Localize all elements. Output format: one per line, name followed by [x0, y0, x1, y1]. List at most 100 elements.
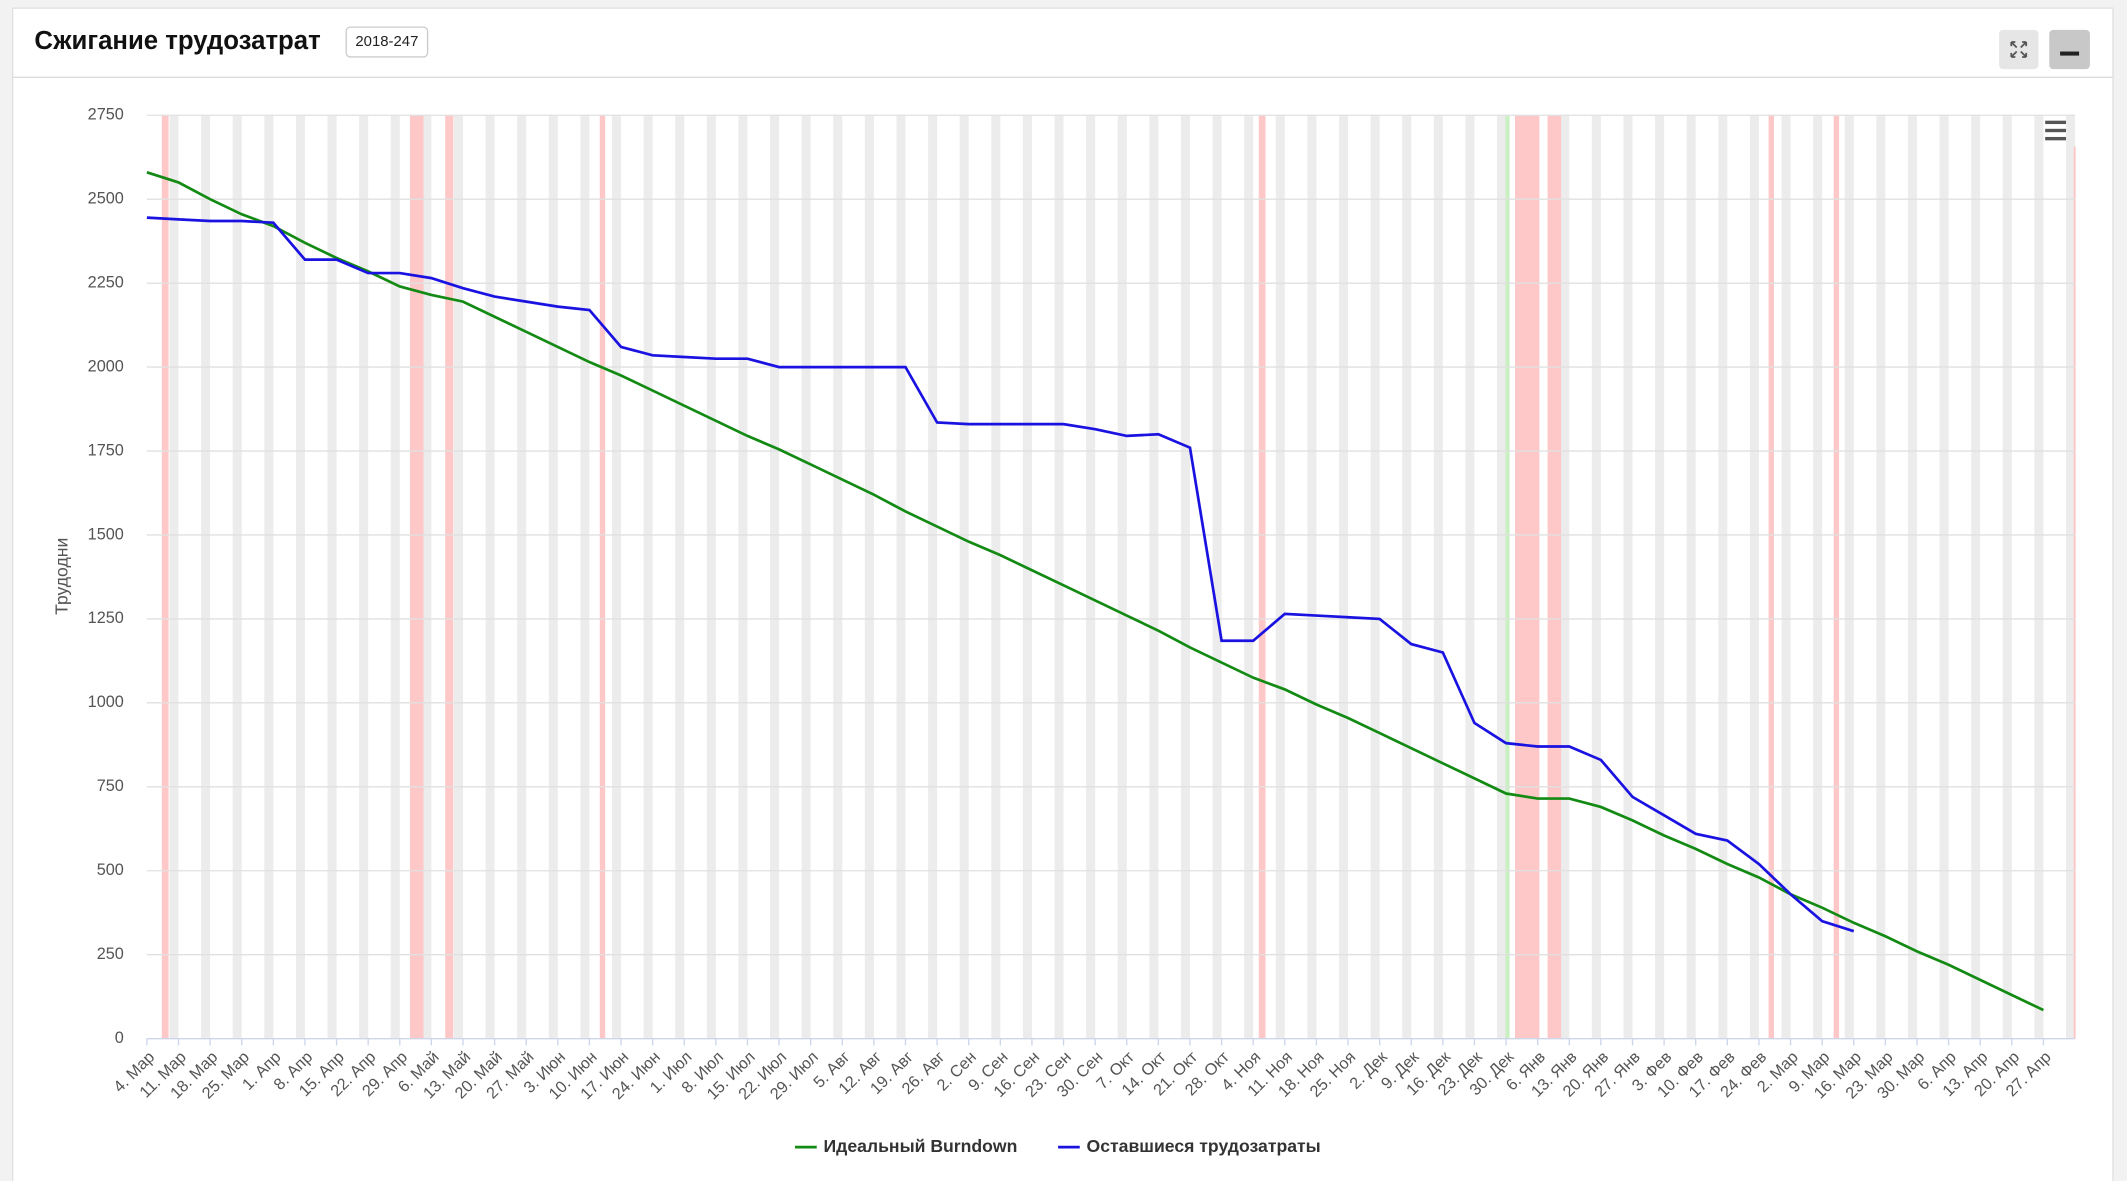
weekend-band — [1149, 115, 1159, 1039]
weekend-band — [706, 115, 716, 1039]
minimize-button-bg[interactable] — [2049, 29, 2090, 70]
weekend-band — [1876, 115, 1886, 1039]
weekend-band — [1212, 115, 1222, 1039]
weekend-band — [1497, 115, 1507, 1039]
weekend-band — [1813, 115, 1823, 1039]
weekend-band — [959, 115, 969, 1039]
legend-label: Идеальный Burndown — [824, 1136, 1018, 1156]
y-axis-title: Трудодни — [51, 538, 71, 615]
y-tick-label: 0 — [115, 1029, 124, 1047]
weekend-band — [833, 115, 843, 1039]
weekend-band — [643, 115, 653, 1039]
panel-title: Сжигание трудозатрат — [34, 27, 320, 55]
menu-bar[interactable] — [2045, 128, 2073, 133]
expand-button[interactable] — [1999, 29, 2039, 70]
weekend-band — [738, 115, 748, 1039]
menu-bar[interactable] — [2045, 136, 2073, 141]
weekend-band — [327, 115, 337, 1039]
minimize-icon[interactable] — [2060, 51, 2080, 56]
weekend-band — [1307, 115, 1317, 1039]
weekend-band — [1844, 115, 1854, 1039]
weekend-band — [801, 115, 811, 1039]
weekend-band — [422, 115, 432, 1039]
expand-button-bg[interactable] — [1999, 29, 2039, 70]
y-tick-label: 2500 — [88, 189, 124, 207]
weekend-band — [928, 115, 938, 1039]
y-tick-label: 1750 — [88, 441, 124, 459]
weekend-band — [1781, 115, 1791, 1039]
weekend-band — [264, 115, 274, 1039]
holiday-band — [1833, 115, 1840, 1039]
weekend-band — [991, 115, 1001, 1039]
weekend-band — [1054, 115, 1064, 1039]
weekend-band — [1022, 115, 1032, 1039]
weekend-band — [390, 115, 400, 1039]
weekend-band — [1433, 115, 1443, 1039]
minimize-button[interactable] — [2049, 29, 2090, 70]
weekend-band — [1749, 115, 1759, 1039]
holiday-band — [1258, 115, 1266, 1039]
chart-menu[interactable] — [2045, 120, 2073, 141]
y-tick-label: 2250 — [88, 273, 124, 291]
weekend-band — [1655, 115, 1665, 1039]
weekend-band — [2034, 115, 2044, 1039]
weekend-band — [1402, 115, 1412, 1039]
weekend-band — [1117, 115, 1127, 1039]
weekend-band — [517, 115, 527, 1039]
y-tick-label: 1500 — [88, 525, 124, 543]
weekend-band — [1244, 115, 1254, 1039]
weekend-band — [201, 115, 211, 1039]
y-tick-label: 250 — [97, 945, 124, 963]
y-tick-label: 500 — [97, 861, 124, 879]
holiday-band — [1547, 115, 1562, 1039]
weekend-band — [1718, 115, 1728, 1039]
background-bands — [169, 115, 2076, 1039]
weekend-band — [1907, 115, 1917, 1039]
series-line — [146, 171, 2044, 1012]
weekend-band — [1971, 115, 1981, 1039]
y-tick-label: 2000 — [88, 357, 124, 375]
holiday-bands — [161, 115, 2076, 1039]
series-line — [146, 216, 1855, 933]
holiday-band — [409, 115, 424, 1039]
weekend-band — [1465, 115, 1475, 1039]
weekend-band — [2002, 115, 2012, 1039]
weekend-band — [770, 115, 780, 1039]
weekend-band — [1686, 115, 1696, 1039]
holiday-band — [161, 115, 169, 1039]
weekend-band — [896, 115, 906, 1039]
weekend-band — [1591, 115, 1601, 1039]
menu-bar[interactable] — [2045, 120, 2073, 125]
weekend-band — [2065, 115, 2076, 1039]
holiday-band — [445, 115, 454, 1039]
legend-label: Оставшиеся трудозатраты — [1087, 1136, 1321, 1156]
weekend-band — [580, 115, 590, 1039]
badge — [345, 26, 429, 58]
weekend-band — [453, 115, 463, 1039]
y-tick-label: 1250 — [88, 609, 124, 627]
weekend-band — [1275, 115, 1285, 1039]
workday-band — [1505, 115, 1510, 1039]
weekend-band — [359, 115, 369, 1039]
weekend-band — [1623, 115, 1633, 1039]
holiday-band — [599, 115, 606, 1039]
holiday-band — [1768, 115, 1774, 1039]
weekend-band — [169, 115, 179, 1039]
weekend-band — [675, 115, 685, 1039]
weekend-band — [485, 115, 495, 1039]
holiday-band — [1515, 115, 1540, 1039]
weekend-band — [232, 115, 242, 1039]
weekend-band — [1560, 115, 1570, 1039]
weekend-band — [1939, 115, 1949, 1039]
y-tick-label: 750 — [97, 777, 124, 795]
weekend-band — [1180, 115, 1190, 1039]
holiday-band — [2073, 146, 2076, 1039]
weekend-band — [1338, 115, 1349, 1039]
weekend-band — [295, 115, 305, 1039]
y-tick-label: 1000 — [88, 693, 124, 711]
expand-icon[interactable] — [2010, 41, 2028, 58]
weekend-band — [1370, 115, 1380, 1039]
weekend-band — [864, 115, 874, 1039]
y-tick-label: 2750 — [88, 106, 124, 124]
